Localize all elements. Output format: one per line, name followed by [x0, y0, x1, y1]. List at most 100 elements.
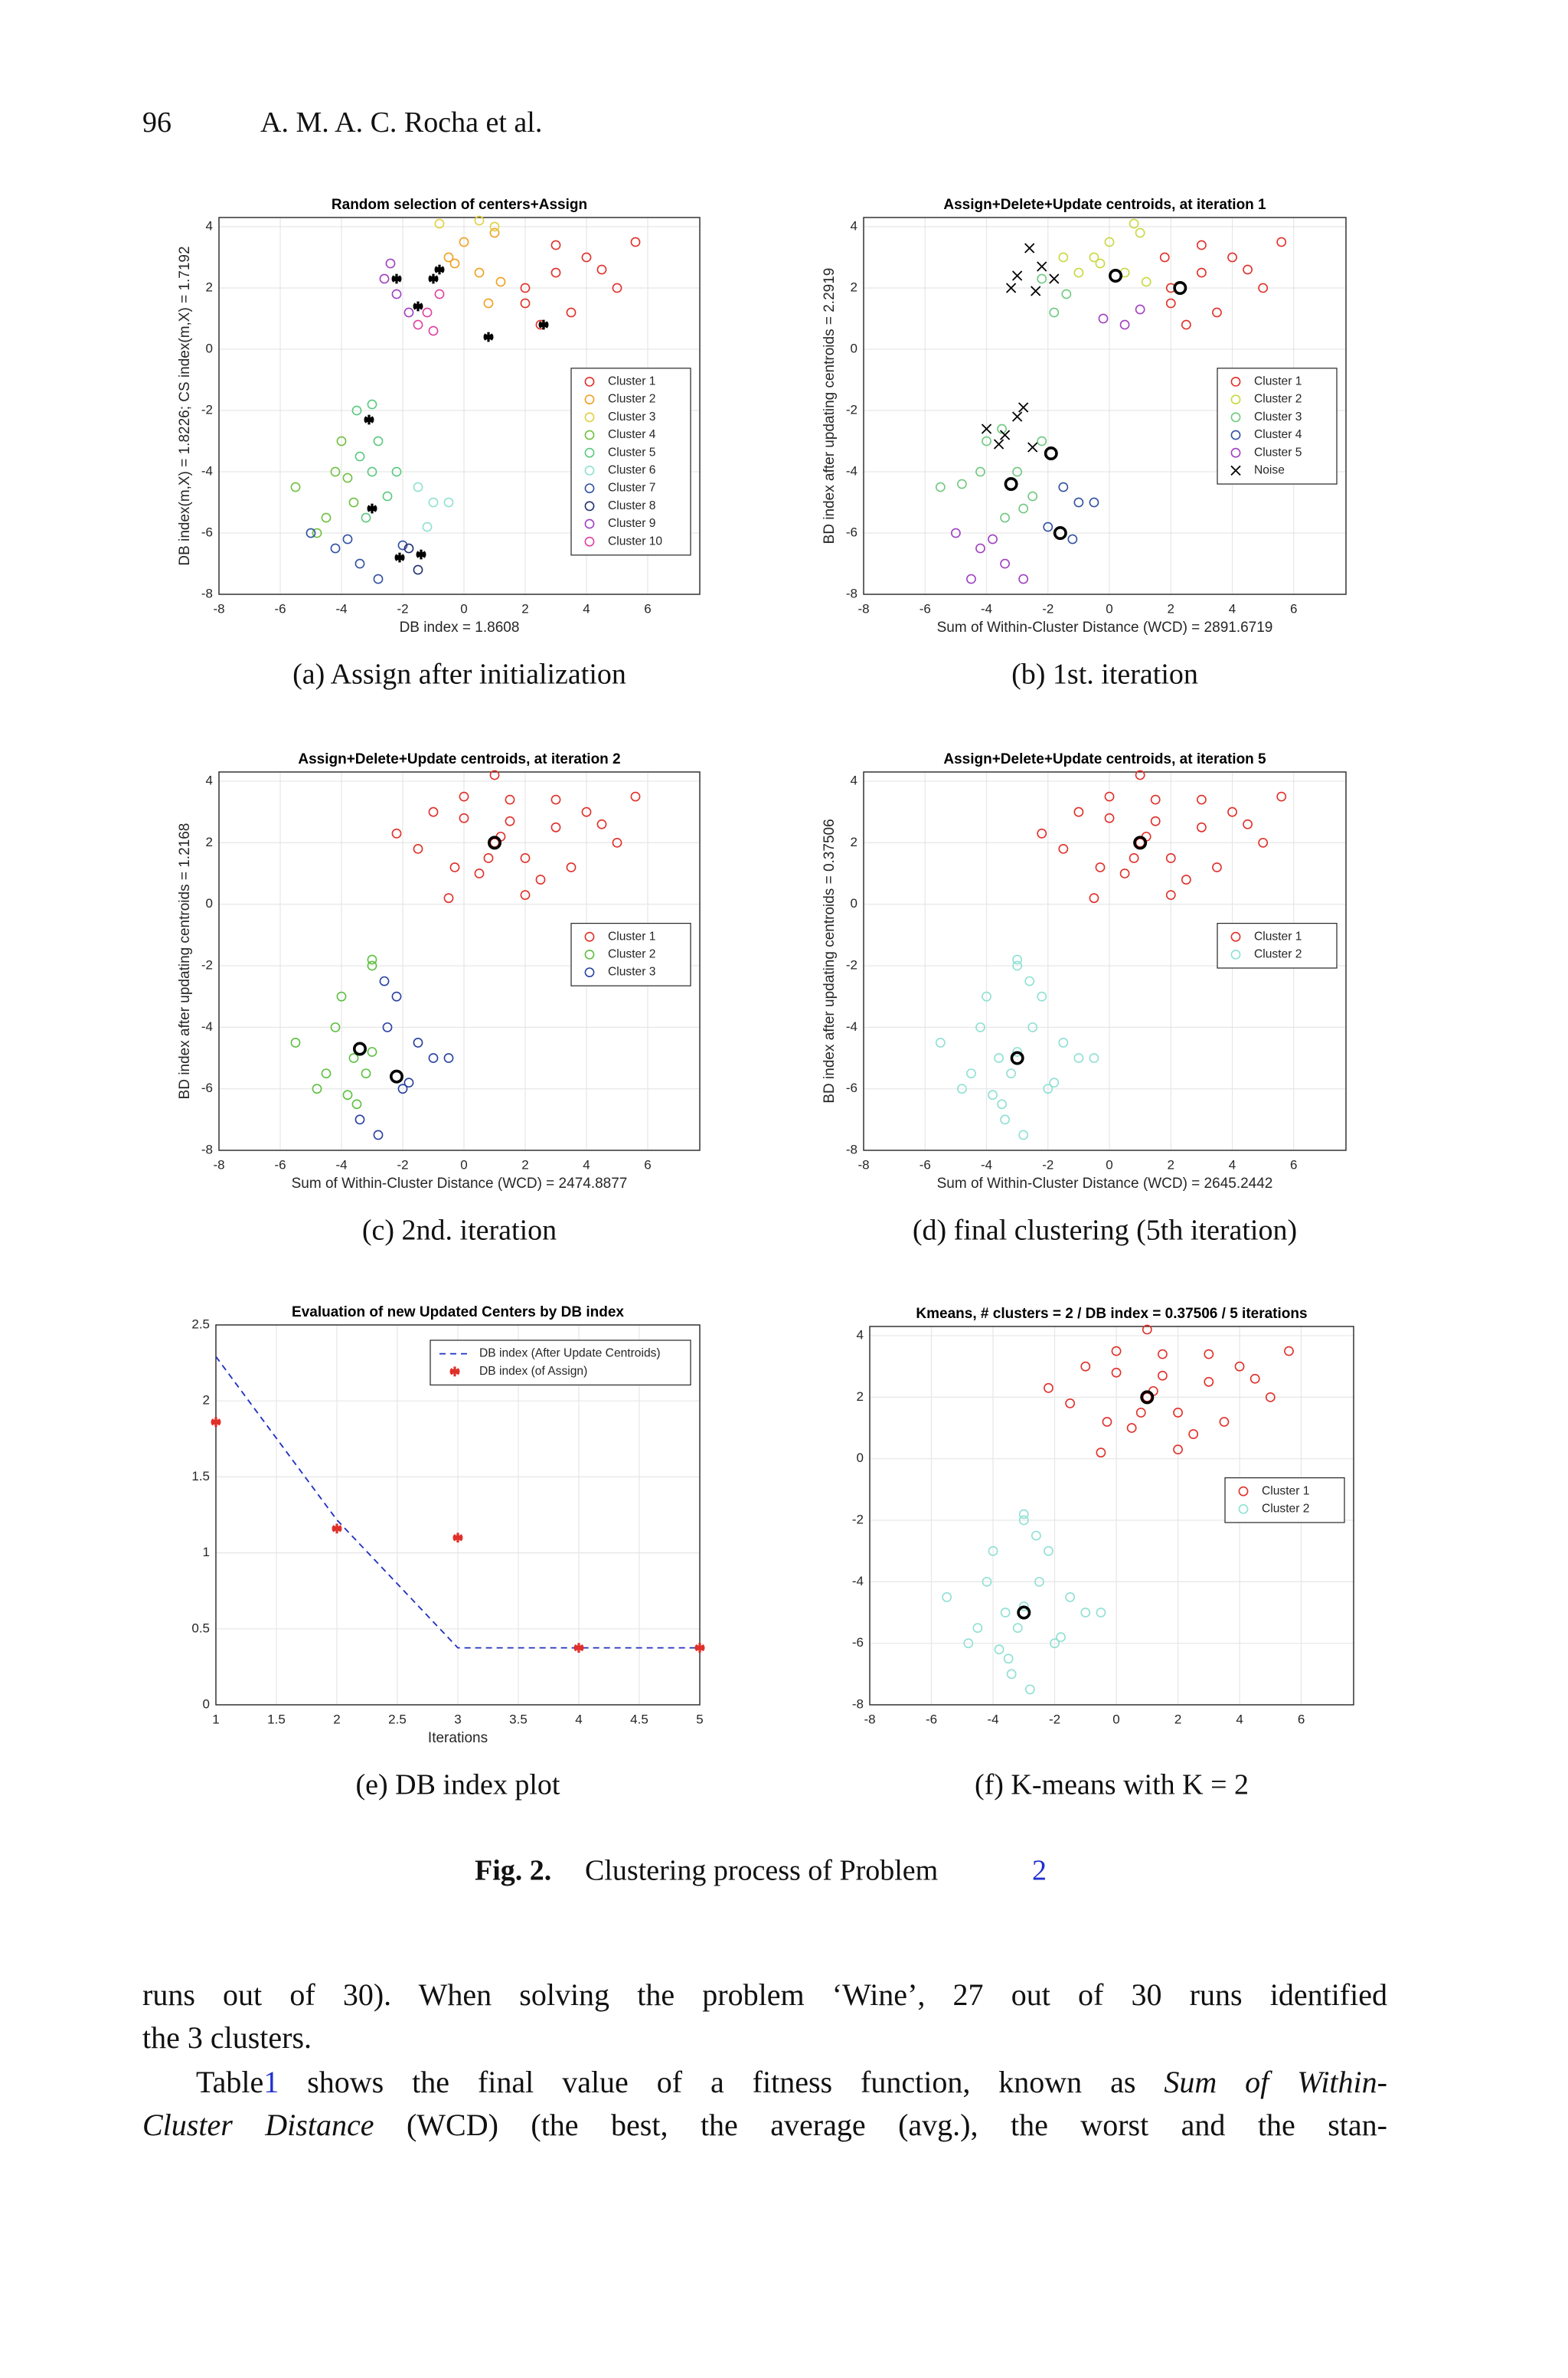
point	[1027, 491, 1038, 502]
x-axis-label: Sum of Within-Cluster Distance (WCD) = 2…	[292, 1176, 628, 1192]
noise-point	[981, 424, 992, 434]
y-axis-label: DB index(m,X) = 1.8226; CS index(m,X) = …	[177, 246, 193, 565]
point	[1065, 1592, 1076, 1602]
point	[1204, 1376, 1214, 1387]
point	[1044, 1382, 1054, 1393]
centroid	[1173, 280, 1187, 295]
y-tick-label: 0	[851, 341, 858, 355]
star-point	[428, 273, 439, 284]
point	[1096, 1447, 1106, 1458]
legend-swatch	[1238, 1486, 1249, 1496]
plot-frame	[863, 217, 1347, 595]
point	[520, 283, 531, 293]
point	[1227, 252, 1237, 263]
point	[630, 237, 641, 247]
point	[391, 828, 402, 839]
point	[1158, 1349, 1168, 1359]
point	[566, 307, 577, 318]
point	[330, 1022, 341, 1032]
legend-label: Cluster 8	[608, 499, 655, 512]
x-tick-label: 6	[1290, 601, 1297, 616]
y-tick-label: -6	[201, 525, 213, 539]
x-axis-label: Sum of Within-Cluster Distance (WCD) = 2…	[937, 1176, 1273, 1192]
point	[1073, 1053, 1084, 1063]
line	[215, 1356, 700, 1649]
point	[1276, 237, 1287, 247]
point	[581, 252, 592, 263]
point	[1135, 770, 1145, 780]
legend-swatch	[584, 430, 595, 440]
point	[1031, 1530, 1041, 1541]
legend-label: Cluster 10	[608, 535, 662, 548]
x-tick-label: 4	[1229, 601, 1236, 616]
legend-swatch	[1230, 412, 1241, 423]
x-tick-label: -6	[920, 1157, 931, 1172]
text: Cluster Distance	[142, 2109, 374, 2143]
legend-label: Cluster 3	[608, 411, 655, 424]
legend-label: Cluster 1	[608, 930, 655, 943]
y-tick-label: -6	[201, 1081, 213, 1095]
legend-swatch	[584, 466, 595, 476]
point	[1098, 313, 1109, 324]
x-tick-label: -8	[858, 601, 869, 616]
point	[351, 405, 362, 416]
point	[1024, 976, 1035, 986]
x-tick-label: 3	[454, 1712, 461, 1726]
y-tick-label: 4	[857, 1328, 864, 1343]
legend-swatch	[1238, 1504, 1249, 1514]
point	[1104, 813, 1115, 823]
point	[1012, 960, 1023, 971]
point	[348, 497, 359, 508]
point	[1006, 1068, 1017, 1078]
point	[1061, 289, 1072, 299]
point	[367, 1047, 377, 1057]
legend-swatch	[584, 394, 595, 404]
point	[1104, 791, 1115, 802]
legend-label: Cluster 7	[608, 482, 655, 495]
x-tick-label: 3.5	[509, 1712, 528, 1726]
point	[1012, 1047, 1023, 1057]
centroid	[1004, 476, 1018, 491]
point	[1150, 794, 1161, 805]
noise-point	[1037, 261, 1047, 272]
y-axis-label: BD index after updating centroids = 2.29…	[822, 268, 838, 545]
y-tick-label: -6	[852, 1635, 864, 1650]
point	[1037, 828, 1047, 839]
point	[391, 466, 402, 477]
legend-label: Cluster 2	[1262, 1503, 1309, 1516]
caption: (c) 2nd. iteration	[362, 1215, 557, 1247]
point	[982, 436, 991, 446]
point	[1049, 1078, 1060, 1088]
y-tick-label: 0.5	[191, 1621, 210, 1635]
legend-label: Cluster 6	[608, 464, 655, 477]
point	[449, 258, 460, 269]
point	[1119, 868, 1130, 878]
point	[373, 1130, 384, 1140]
figure-ref: 2	[1032, 1855, 1047, 1887]
point	[413, 319, 423, 330]
point	[290, 1038, 301, 1048]
point	[403, 543, 414, 554]
point	[1006, 1669, 1017, 1680]
text: Sum of Within-	[1164, 2066, 1387, 2100]
chart-title: Assign+Delete+Update centroids, at itera…	[298, 751, 620, 767]
point	[550, 822, 561, 832]
point	[305, 528, 316, 538]
centroid	[1010, 1051, 1024, 1065]
point	[474, 868, 485, 878]
point	[1037, 436, 1047, 446]
legend-swatch	[1230, 430, 1241, 440]
point	[963, 1638, 974, 1649]
point	[1234, 1361, 1245, 1372]
y-tick-label: -4	[201, 1019, 213, 1034]
point	[1250, 1373, 1260, 1384]
x-tick-label: -2	[1049, 1712, 1060, 1726]
y-tick-label: -8	[846, 586, 858, 600]
x-tick-label: 0	[1112, 1712, 1119, 1726]
chart-title: Assign+Delete+Update centroids, at itera…	[943, 751, 1266, 767]
y-tick-label: -4	[846, 1019, 858, 1034]
point	[1165, 853, 1176, 863]
point	[443, 252, 454, 263]
x-tick-label: 4.5	[630, 1712, 648, 1726]
point	[403, 1078, 414, 1088]
